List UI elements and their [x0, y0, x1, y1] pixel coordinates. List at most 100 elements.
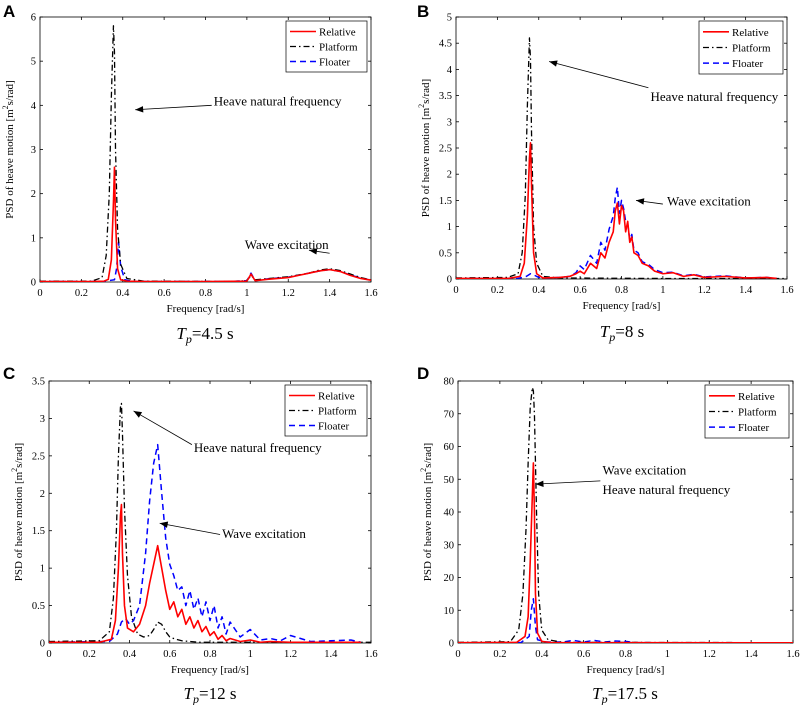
annotation-arrow-head: [159, 521, 169, 528]
legend-entry: Relative: [319, 27, 356, 39]
y-tick-label: 0: [447, 275, 452, 286]
caption-symbol: T: [184, 684, 195, 703]
x-tick-label: 0.8: [203, 649, 216, 660]
y-tick-label: 50: [444, 475, 455, 486]
y-tick-label: 2: [40, 489, 45, 500]
series-group: [456, 37, 787, 279]
annotation-arrow-line: [159, 522, 221, 535]
x-axis-label: Frequency [rad/s]: [167, 303, 245, 315]
x-axis-label: Frequency [rad/s]: [583, 300, 661, 312]
legend-entry: Relative: [732, 27, 769, 39]
legend-entry: Floater: [732, 58, 763, 70]
caption-value: =12 s: [199, 684, 236, 703]
y-tick-label: 4.5: [439, 39, 452, 50]
panel-caption: Tp=12 s: [184, 684, 237, 705]
caption-subscript: p: [192, 692, 199, 705]
series-line-relative: [40, 166, 371, 282]
x-tick-label: 0.8: [615, 285, 628, 296]
x-tick-label: 0.6: [158, 288, 171, 299]
chart-panel-c: C 0 0.2 0.4 0.6 0.8 1 1.2 1.4 1.6 0 0.5 1 1.5 2 2.5 3 3.5…: [3, 364, 378, 705]
caption-subscript: p: [608, 330, 615, 344]
x-tick-label: 1.2: [284, 649, 297, 660]
legend: Relative Platform Floater: [704, 384, 790, 439]
annotations: Heave natural frequency Wave excitation: [548, 60, 779, 209]
legend-entry: Platform: [738, 407, 777, 419]
annotation-text: Wave excitation: [667, 194, 751, 209]
x-tick-label: 0.4: [535, 649, 549, 660]
y-axis-label-main: PSD of heave motion [m: [13, 471, 25, 581]
y-tick-label: 5: [447, 13, 452, 24]
y-tick-label: 0: [40, 639, 45, 650]
x-tick-label: 1.6: [786, 649, 799, 660]
annotation-arrow-head: [308, 248, 318, 255]
series-line-floater: [458, 598, 793, 643]
y-axis-label-main: PSD of heave motion [m: [422, 471, 434, 581]
series-line-relative: [49, 503, 361, 643]
y-tick-label: 0: [31, 278, 36, 289]
x-tick-label: 0.6: [574, 285, 587, 296]
caption-symbol: T: [592, 684, 603, 703]
x-tick-label: 1.4: [324, 649, 338, 660]
y-tick-label: 4: [447, 65, 453, 76]
x-tick-label: 0.2: [75, 288, 88, 299]
x-tick-label: 0.6: [163, 649, 176, 660]
y-tick-label: 0: [449, 639, 454, 650]
legend-entry: Relative: [318, 391, 355, 403]
y-tick-label: 2: [447, 170, 452, 181]
annotation-text: Wave excitation: [222, 526, 306, 541]
panel-letter: C: [3, 364, 15, 383]
x-tick-label: 0.4: [116, 288, 130, 299]
y-tick-label: 70: [444, 409, 455, 420]
y-tick-label: 60: [444, 442, 455, 453]
annotation-arrow-line: [548, 61, 649, 89]
x-tick-label: 1.2: [703, 649, 716, 660]
panel-letter: B: [417, 2, 429, 21]
y-tick-label: 1: [31, 233, 36, 244]
annotation-text: Heave natural frequency: [602, 482, 730, 497]
chart-panel-a: A 0 0.2 0.4 0.6 0.8 1 1.2 1.4 1.6 0 1 2 3 4 5 6 Frequency…: [1, 2, 378, 346]
y-tick-label: 2.5: [32, 451, 45, 462]
legend: Relative Platform Floater: [285, 20, 368, 73]
caption-value: =4.5 s: [192, 324, 234, 343]
y-axis-label: PSD of heave motion [m2s/rad]: [10, 443, 25, 581]
x-tick-label: 1: [660, 285, 665, 296]
x-tick-label: 1.4: [739, 285, 753, 296]
legend-entry: Platform: [318, 406, 357, 418]
annotation-arrow-line: [135, 104, 212, 111]
x-tick-label: 1.4: [323, 288, 337, 299]
caption-value: =8 s: [615, 322, 644, 341]
legend-entry: Floater: [738, 422, 769, 434]
x-tick-label: 1.2: [282, 288, 295, 299]
y-tick-label: 3.5: [439, 91, 452, 102]
x-tick-label: 0.8: [619, 649, 632, 660]
annotation-arrow-head: [549, 60, 558, 67]
annotation-text: Heave natural frequency: [214, 93, 342, 108]
y-axis-label-unit: s/rad]: [4, 80, 16, 105]
x-tick-label: 1: [665, 649, 670, 660]
annotations: Heave natural frequency Wave excitation: [135, 93, 342, 255]
y-tick-label: 2.5: [439, 144, 452, 155]
y-tick-label: 30: [444, 540, 455, 551]
y-axis-label-main: PSD of heave motion [m: [4, 109, 16, 219]
y-tick-label: 40: [444, 508, 455, 519]
x-tick-label: 1: [244, 288, 249, 299]
x-tick-label: 1.6: [364, 288, 377, 299]
y-tick-label: 2: [31, 189, 36, 200]
panel-caption: Tp=8 s: [600, 322, 644, 344]
caption-subscript: p: [601, 692, 608, 705]
x-axis-label: Frequency [rad/s]: [171, 664, 249, 676]
panel-caption: Tp=17.5 s: [592, 684, 658, 705]
annotation-text: Heave natural frequency: [650, 89, 778, 104]
panel-letter: A: [3, 2, 15, 21]
y-tick-label: 0.5: [32, 601, 45, 612]
y-tick-label: 5: [31, 57, 36, 68]
x-axis-label: Frequency [rad/s]: [587, 664, 665, 676]
y-axis-label-main: PSD of heave motion [m: [420, 107, 432, 217]
x-tick-label: 1.6: [780, 285, 793, 296]
y-tick-label: 3: [40, 414, 45, 425]
legend: Relative Platform Floater: [698, 20, 784, 75]
series-group: [40, 25, 371, 282]
y-axis-label-unit: s/rad]: [422, 443, 434, 468]
y-axis-label-unit: s/rad]: [13, 443, 25, 468]
caption-symbol: T: [600, 322, 611, 341]
